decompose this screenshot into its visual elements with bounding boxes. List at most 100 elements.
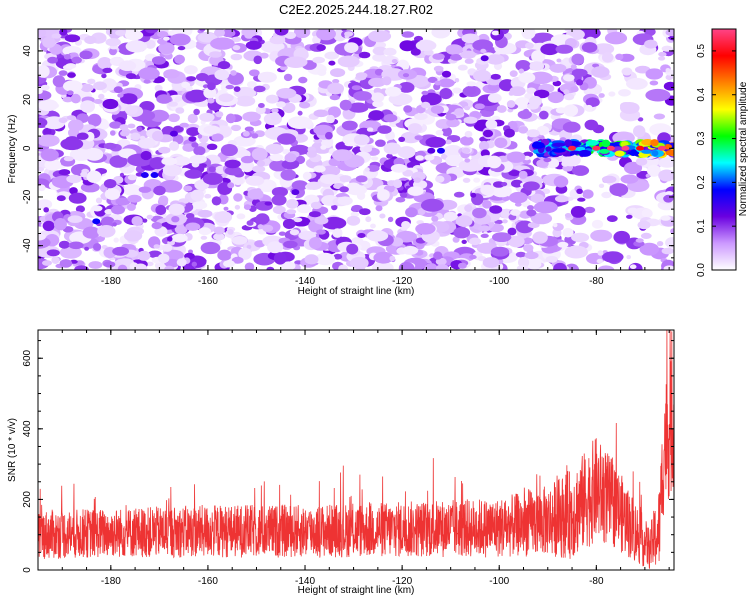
heatmap-blob <box>199 29 206 32</box>
heatmap-spot <box>92 218 101 225</box>
heatmap-blob <box>375 205 383 212</box>
heatmap-spot <box>436 147 445 154</box>
heatmap-blob <box>234 204 241 210</box>
heatmap-blob <box>571 165 590 176</box>
heatmap-blob <box>59 246 82 259</box>
heatmap-blob <box>528 95 543 107</box>
heatmap-blob <box>153 185 166 196</box>
heatmap-blob <box>445 113 457 121</box>
heatmap-blob <box>246 220 254 226</box>
heatmap-blob <box>453 227 471 239</box>
heatmap-blob <box>387 216 394 223</box>
heatmap-blob <box>187 113 198 124</box>
heatmap-blob <box>60 137 84 151</box>
heatmap-blob <box>191 142 199 148</box>
heatmap-blob <box>510 209 521 216</box>
heatmap-blob <box>658 169 674 182</box>
heatmap-blob <box>469 111 482 118</box>
heatmap-blob <box>514 202 522 207</box>
heatmap-blob <box>458 159 482 172</box>
heatmap-blob <box>413 177 422 183</box>
heatmap-blob <box>231 236 248 245</box>
heatmap-blob <box>415 40 437 51</box>
y-tick-label: 0 <box>22 567 33 573</box>
heatmap-blob <box>609 183 629 197</box>
signal-blob <box>599 148 610 154</box>
heatmap-blob <box>528 71 553 85</box>
spectrogram-x-label: Height of straight line (km) <box>298 286 415 297</box>
heatmap-blob <box>138 186 152 193</box>
heatmap-blob <box>333 253 343 260</box>
heatmap-blob <box>124 230 143 242</box>
heatmap-blob <box>173 156 191 166</box>
heatmap-blob <box>173 125 184 133</box>
heatmap-blob <box>518 256 530 268</box>
heatmap-blob <box>297 204 312 214</box>
heatmap-blob <box>372 100 384 108</box>
heatmap-blob <box>80 171 88 178</box>
heatmap-blob <box>203 125 221 135</box>
heatmap-blob <box>298 76 308 84</box>
heatmap-blob <box>286 198 299 209</box>
heatmap-blob <box>118 60 137 71</box>
heatmap-blob <box>112 246 129 256</box>
heatmap-blob <box>408 123 422 134</box>
heatmap-blob <box>633 125 646 138</box>
heatmap-blob <box>665 29 674 37</box>
heatmap-blob <box>564 245 588 259</box>
heatmap-blob <box>339 175 352 183</box>
y-tick-label: 400 <box>22 420 33 437</box>
heatmap-blob <box>346 215 361 226</box>
heatmap-blob <box>197 134 203 139</box>
heatmap-blob <box>257 224 264 230</box>
heatmap-blob <box>398 136 406 142</box>
heatmap-blob <box>480 184 495 196</box>
heatmap-blob <box>209 51 222 58</box>
heatmap-spot <box>291 189 300 196</box>
heatmap-blob <box>547 91 564 104</box>
heatmap-blob <box>143 79 151 84</box>
heatmap-blob <box>154 84 163 92</box>
heatmap-blob <box>214 29 225 37</box>
heatmap-blob <box>491 184 512 198</box>
heatmap-blob <box>177 46 186 51</box>
heatmap-blob <box>395 196 406 203</box>
heatmap-blob <box>203 87 217 99</box>
heatmap-blob <box>482 257 500 268</box>
signal-peak <box>621 145 630 151</box>
heatmap-blob <box>602 251 624 263</box>
heatmap-blob <box>371 92 385 103</box>
heatmap-blob <box>169 141 180 151</box>
heatmap-blob <box>473 177 481 183</box>
heatmap-blob <box>186 127 201 137</box>
heatmap-blob <box>217 61 231 70</box>
heatmap-blob <box>91 205 103 212</box>
colorbar-gradient <box>712 29 736 270</box>
heatmap-blob <box>626 77 648 90</box>
heatmap-blob <box>244 126 254 132</box>
signal-blob <box>552 142 566 147</box>
heatmap-blob <box>269 36 286 45</box>
heatmap-blob <box>405 207 418 218</box>
heatmap-blob <box>211 133 224 142</box>
heatmap-blob <box>248 69 260 77</box>
x-tick-label: -180 <box>101 276 121 287</box>
heatmap-blob <box>383 142 401 155</box>
colorbar-tick-label: 0.5 <box>696 44 707 58</box>
heatmap-blob <box>193 108 200 116</box>
heatmap-blob <box>59 29 68 36</box>
heatmap-blob <box>591 66 610 78</box>
heatmap-blob <box>402 169 414 177</box>
heatmap-blob <box>515 251 527 258</box>
heatmap-blob <box>626 214 633 219</box>
colorbar-tick-label: 0.0 <box>696 263 707 277</box>
heatmap-blob <box>152 130 164 142</box>
heatmap-blob <box>175 107 185 114</box>
heatmap-blob <box>227 229 234 235</box>
heatmap-blob <box>665 68 671 73</box>
heatmap-blob <box>375 139 386 147</box>
heatmap-blob <box>665 237 674 249</box>
heatmap-blob <box>130 132 141 141</box>
heatmap-blob <box>485 119 498 130</box>
